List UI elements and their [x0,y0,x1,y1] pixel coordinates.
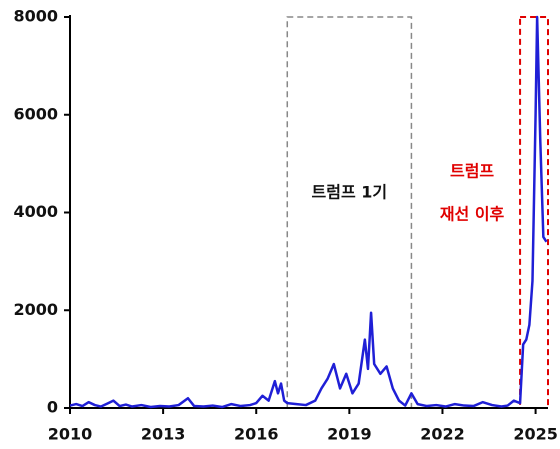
x-tick-label: 2025 [513,425,558,444]
y-tick-label: 6000 [13,104,58,123]
x-tick-label: 2010 [48,425,93,444]
y-tick-label: 2000 [13,300,58,319]
x-tick-label: 2022 [420,425,465,444]
x-tick-label: 2016 [234,425,279,444]
annotation-label: 트럼프 1기 [312,183,388,202]
annotation-label: 트럼프 [450,162,494,181]
y-tick-label: 4000 [13,202,58,221]
x-tick-label: 2019 [327,425,372,444]
y-tick-label: 8000 [13,7,58,26]
annotation-label: 재선 이후 [440,205,505,224]
line-series [69,15,548,409]
y-tick-label: 0 [47,398,58,417]
annotation-box [286,16,413,409]
x-tick-label: 2013 [141,425,186,444]
